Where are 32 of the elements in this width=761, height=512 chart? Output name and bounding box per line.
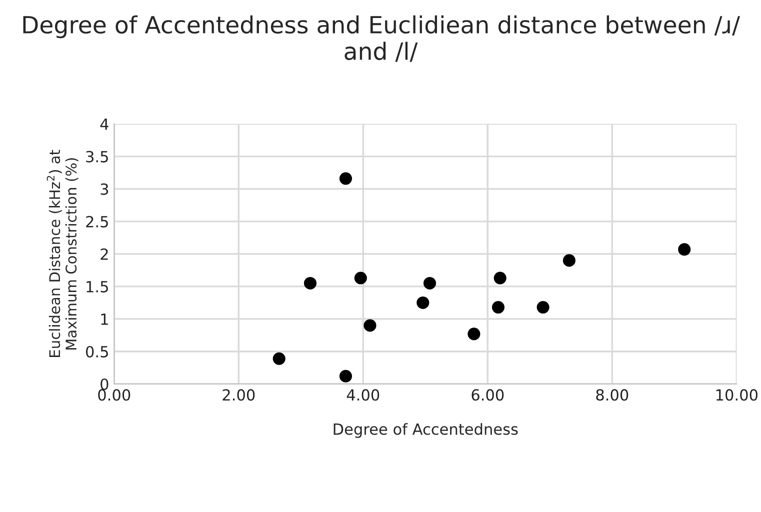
y-axis-title: Euclidean Distance (kHz$^{2}$) at Maximum Constriction (%) [46,150,78,357]
point [562,254,576,267]
point [423,276,436,290]
x-tick-label: 10.00 [716,389,758,401]
point [468,328,480,340]
point [304,276,317,290]
y-tick-label: 2 [100,248,108,260]
x-tick-label: 6.00 [472,389,504,401]
point [678,243,691,256]
y-tick-label: 4 [100,118,108,130]
point [416,296,430,309]
y-tick-label: 3.5 [86,150,108,162]
point [494,272,506,284]
point [339,370,352,382]
point [536,300,550,314]
y-tick-label: 0 [100,378,108,390]
point [492,300,505,314]
y-tick-label: 1.5 [86,281,108,292]
x-tick-label: 2.00 [222,389,255,401]
y-tick-label: 0.5 [86,346,108,358]
x-tick-label: 4.00 [346,389,380,401]
x-tick-label: 0.00 [98,389,130,401]
point [354,272,367,284]
y-tick-label: 2.5 [86,216,108,228]
point [339,172,352,185]
x-axis-title: Degree of Accentedness [334,423,518,438]
y-tick-label: 1 [101,314,108,325]
x-tick-label: 8.00 [596,389,628,401]
y-tick-label: 3 [100,183,108,195]
chart-title: Degree of Accentedness and Euclidiean distance between /ɹ/ and /l/ [23,15,740,62]
point [272,352,286,365]
point [364,319,376,332]
